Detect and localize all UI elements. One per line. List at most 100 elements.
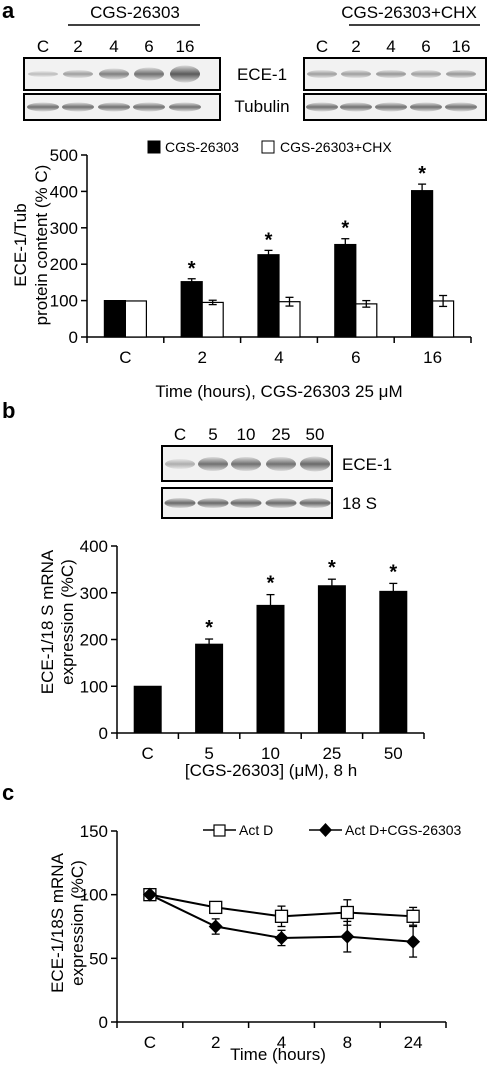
blot-band — [306, 102, 338, 112]
blot-band — [198, 457, 228, 471]
blot-band — [307, 70, 337, 78]
chart-a-x-axis-label: Time (hours), CGS-26303 25 μM — [155, 382, 402, 401]
y-tick-label-0: 0 — [99, 724, 108, 743]
bar-cgs-26303-4 — [257, 254, 280, 338]
chart-b-ylabel-line1: ECE-1/18 S mRNA — [38, 549, 57, 694]
bar-10-significance: * — [267, 573, 275, 595]
blot-band — [266, 457, 296, 471]
bar-cgs-26303-chx-c — [124, 300, 148, 338]
chart-b-ylabel-line2: expression (%C) — [58, 559, 77, 685]
blot-a-ece1-left-bands — [28, 65, 200, 83]
lane-label-16-4: 16 — [452, 37, 471, 56]
chart-a: ECE-1/Tub protein content (% C) 0 100 200 3… — [11, 139, 472, 401]
lane-label-c-0: C — [316, 37, 328, 56]
blot-a-tubulin-left-bands — [27, 102, 201, 112]
blot-band — [165, 459, 195, 469]
blot-band — [376, 70, 406, 78]
blot-b-ece1-label: ECE-1 — [342, 455, 392, 474]
chart-a-ylabel-line1: ECE-1/Tub — [11, 203, 30, 286]
bar-5-significance: * — [205, 617, 213, 639]
blot-band — [99, 68, 129, 80]
lane-label-2-1: 2 — [73, 37, 82, 56]
y-tick-label-400: 400 — [50, 182, 78, 201]
bar-25-significance: * — [328, 557, 336, 579]
blot-band — [341, 70, 371, 78]
blot-band — [231, 457, 261, 471]
blot-band — [445, 102, 477, 112]
x-tick-label-6: 6 — [351, 348, 360, 367]
bar-5 — [195, 643, 224, 734]
blot-band — [98, 102, 130, 112]
x-tick-label-8: 8 — [343, 1033, 352, 1052]
bar-50 — [379, 590, 408, 734]
bar-cgs-26303-6 — [334, 243, 357, 338]
chart-c-ylabel-line1: ECE-1/18S mRNA — [48, 852, 67, 992]
x-tick-label-4: 4 — [277, 1033, 286, 1052]
blot-b-ece1-bands — [165, 456, 330, 472]
lane-label-25-3: 25 — [272, 425, 291, 444]
blot-band — [375, 102, 407, 112]
blot-band — [340, 102, 372, 112]
blot-band — [134, 67, 164, 81]
blot-band — [169, 102, 201, 112]
point-act-d-cgs-26303-4 — [274, 930, 289, 945]
chart-a-bars: * * * * — [103, 163, 455, 338]
y-tick-label-400: 400 — [80, 537, 108, 556]
x-tick-label-2: 2 — [211, 1033, 220, 1052]
blot-a-lane-labels-1: C 2 4 6 16 — [37, 37, 195, 56]
chart-b-axes: 0 100 200 300 400 C 5 10 25 50 — [80, 537, 425, 763]
bar-50-significance: * — [389, 561, 397, 583]
x-tick-label-5: 5 — [204, 744, 213, 763]
point-act-d-cgs-26303-8 — [340, 929, 355, 944]
x-tick-label-c: C — [142, 744, 154, 763]
point-act-d-4 — [274, 909, 289, 923]
y-tick-label-0: 0 — [69, 328, 78, 347]
y-tick-label-100: 100 — [80, 677, 108, 696]
chart-a-y-axis-label: ECE-1/Tub protein content (% C) — [11, 165, 51, 326]
x-tick-label-16: 16 — [423, 348, 442, 367]
lane-label-4-2: 4 — [109, 37, 118, 56]
panel-a-letter: a — [2, 0, 15, 23]
bar-cgs-26303-16-significance: * — [418, 163, 426, 185]
chart-a-legend: CGS-26303 CGS-26303+CHX — [147, 139, 392, 155]
lane-label-6-3: 6 — [144, 37, 153, 56]
bar-25 — [317, 585, 346, 734]
chart-a-axes: 0 100 200 300 400 500 C 2 4 6 16 — [50, 146, 472, 367]
x-tick-label-24: 24 — [404, 1033, 423, 1052]
blot-b-lane-labels: C 5 10 25 50 — [174, 425, 325, 444]
legend-actd-cgs-marker — [319, 823, 332, 837]
chart-a-ylabel-line2: protein content (% C) — [32, 165, 51, 326]
bar-c — [133, 685, 162, 734]
y-tick-label-200: 200 — [80, 631, 108, 650]
point-act-d-cgs-26303-24 — [406, 934, 421, 949]
chart-b-x-axis-label: [CGS-26303] (μM), 8 h — [185, 761, 357, 780]
y-tick-label-50: 50 — [89, 949, 108, 968]
blot-band — [62, 102, 94, 112]
lane-label-10-2: 10 — [237, 425, 256, 444]
bar-cgs-26303-c — [103, 300, 127, 338]
chart-b: ECE-1/18 S mRNA expression (%C) 0 100 200 3… — [38, 537, 425, 780]
point-act-d-2 — [209, 900, 223, 915]
chart-c-series — [142, 887, 421, 958]
point-act-d-cgs-26303-c — [142, 887, 157, 902]
x-tick-label-2: 2 — [197, 348, 206, 367]
blot-band — [63, 70, 93, 78]
x-tick-label-c: C — [119, 348, 131, 367]
bar-cgs-26303-chx-4 — [278, 301, 301, 338]
lane-label-2-1: 2 — [351, 37, 360, 56]
x-tick-label-10: 10 — [261, 744, 280, 763]
y-tick-label-100: 100 — [80, 886, 108, 905]
bar-cgs-26303-chx-6 — [355, 303, 378, 338]
legend-actd-cgs-label: Act D+CGS-26303 — [345, 822, 462, 838]
legend-cgs-chx-swatch — [261, 140, 275, 154]
legend-cgs-swatch — [147, 140, 161, 154]
lane-label-50-4: 50 — [306, 425, 325, 444]
y-tick-label-500: 500 — [50, 146, 78, 165]
blot-a-tubulin-right-bands — [306, 102, 477, 112]
lane-label-5-1: 5 — [208, 425, 217, 444]
blot-band — [410, 102, 442, 112]
blot-b-18s-bands — [164, 498, 331, 508]
point-act-d-cgs-26303-2 — [208, 919, 223, 934]
blot-band — [197, 498, 229, 508]
